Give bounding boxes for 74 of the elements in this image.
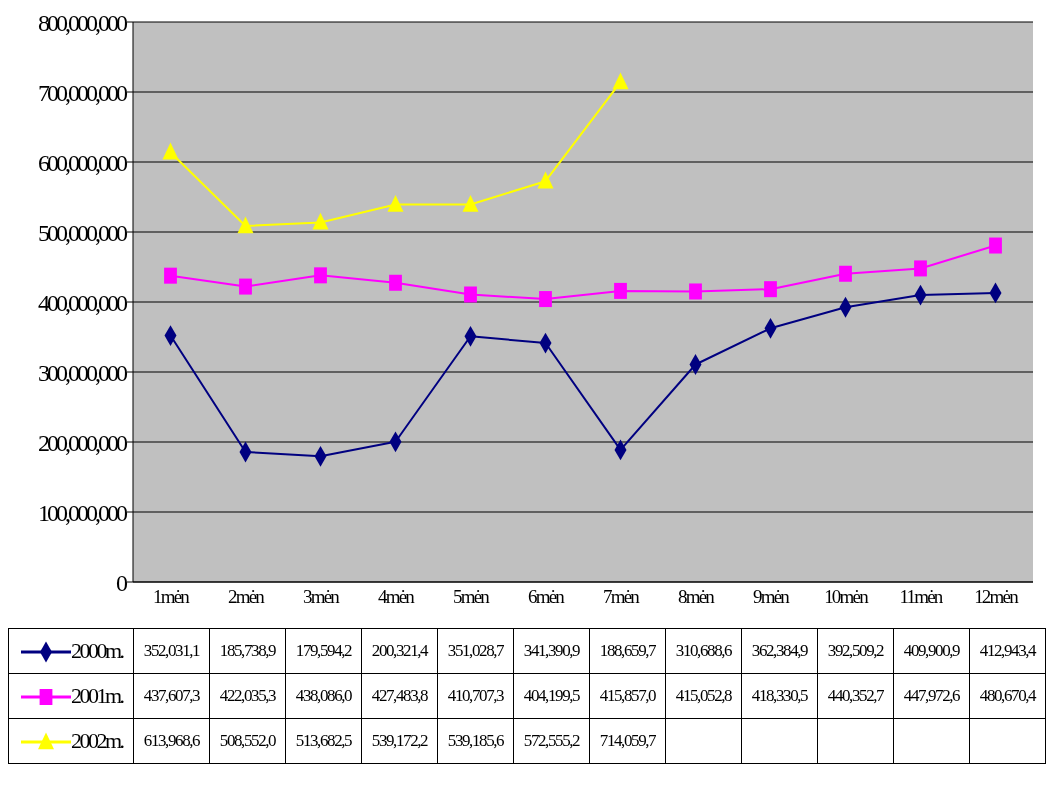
data-label: 513,682,5 [285, 718, 362, 764]
data-label: 200,321,4 [361, 628, 438, 674]
legend-label: 2001m. [71, 682, 123, 708]
point [537, 171, 554, 189]
data-label: 418,330,5 [741, 673, 818, 719]
point [312, 212, 329, 230]
x-tick-label: 4mėn [377, 586, 416, 608]
y-tick-label: 800,000,000 [38, 9, 128, 36]
data-label: 447,972,6 [893, 673, 970, 719]
data-label: 392,509,2 [817, 628, 894, 674]
data-label: 179,594,2 [285, 628, 362, 674]
data-label: 508,552,0 [209, 718, 286, 764]
data-label: 351,028,7 [437, 628, 514, 674]
x-tick-label: 9mėn [752, 586, 791, 608]
point [387, 194, 404, 212]
point [239, 278, 252, 295]
point [914, 260, 927, 277]
y-tick-label: 600,000,000 [38, 149, 128, 176]
point [164, 267, 177, 284]
x-tick-label: 2mėn [227, 586, 266, 608]
x-tick-label: 8mėn [677, 586, 716, 608]
data-label: 539,185,6 [437, 718, 514, 764]
point [237, 216, 254, 234]
y-tick-label: 0 [116, 569, 128, 596]
x-tick-label: 6mėn [527, 586, 566, 608]
legend-label: 2002m. [71, 727, 123, 753]
x-tick-label: 1mėn [152, 586, 191, 608]
point [462, 194, 479, 212]
data-label: 310,688,6 [665, 628, 742, 674]
point [839, 265, 852, 282]
point [539, 291, 552, 308]
x-tick-label: 12mėn [974, 586, 1020, 608]
data-label: 415,052,8 [665, 673, 742, 719]
data-label: 480,670,4 [969, 673, 1046, 719]
data-label: 539,172,2 [361, 718, 438, 764]
data-label: 362,384,9 [741, 628, 818, 674]
x-tick-label: 10mėn [824, 586, 870, 608]
data-label: 440,352,7 [817, 673, 894, 719]
data-label: 341,390,9 [513, 628, 590, 674]
y-tick-label: 200,000,000 [38, 429, 128, 456]
data-label: 185,738,9 [209, 628, 286, 674]
data-label: 572,555,2 [513, 718, 590, 764]
point [314, 267, 327, 284]
data-label: 438,086,0 [285, 673, 362, 719]
data-label: 427,483,8 [361, 673, 438, 719]
data-label: 352,031,1 [133, 628, 210, 674]
data-label: 412,943,4 [969, 628, 1046, 674]
data-label: 437,607,3 [133, 673, 210, 719]
data-label: 422,035,3 [209, 673, 286, 719]
y-tick-label: 500,000,000 [38, 219, 128, 246]
data-label: 714,059,7 [589, 718, 666, 764]
point [389, 274, 402, 291]
x-tick-label: 7mėn [602, 586, 641, 608]
y-tick-label: 300,000,000 [38, 359, 128, 386]
y-tick-label: 400,000,000 [38, 289, 128, 316]
data-label: 410,707,3 [437, 673, 514, 719]
point [162, 142, 179, 160]
x-tick-label: 5mėn [452, 586, 491, 608]
data-label: 409,900,9 [893, 628, 970, 674]
data-label: 415,857,0 [589, 673, 666, 719]
x-tick-label: 3mėn [302, 586, 341, 608]
y-tick-label: 700,000,000 [38, 79, 128, 106]
x-tick-label: 11mėn [899, 586, 944, 608]
point [764, 281, 777, 298]
legend-label: 2000m. [71, 637, 123, 663]
data-label: 613,968,6 [133, 718, 210, 764]
y-tick-label: 100,000,000 [38, 499, 128, 526]
point [614, 282, 627, 299]
point [612, 72, 629, 90]
point [689, 283, 702, 300]
data-label: 404,199,5 [513, 673, 590, 719]
point [464, 286, 477, 303]
data-label: 188,659,7 [589, 628, 666, 674]
point [989, 237, 1002, 254]
